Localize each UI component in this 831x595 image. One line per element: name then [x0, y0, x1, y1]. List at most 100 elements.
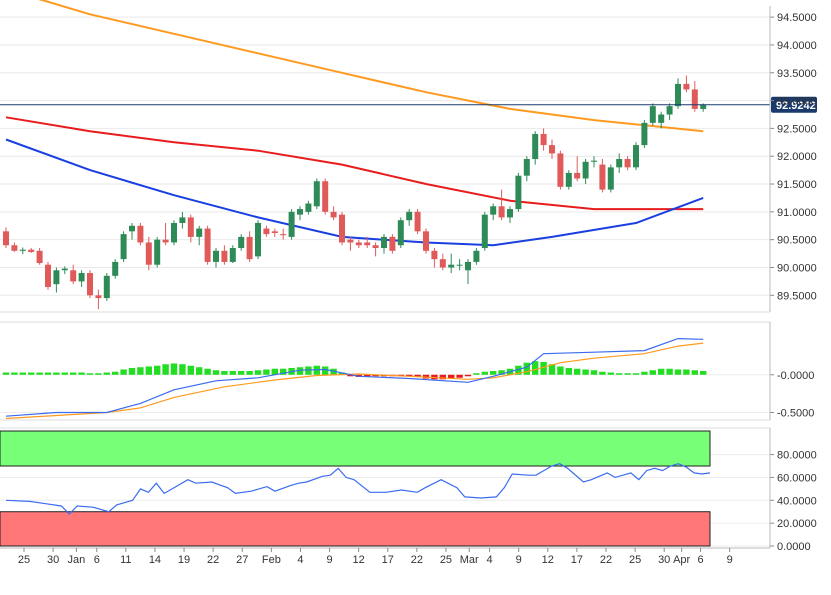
macd-histogram-bar — [557, 366, 564, 375]
candle-body — [347, 239, 354, 243]
rsi-panel: 80.0000 60.0000 40.0000 20.0000 0.0000 — [0, 427, 817, 553]
candle — [481, 211, 488, 251]
macd-main-line — [5, 337, 704, 417]
candle — [246, 231, 253, 262]
candle-body — [45, 264, 51, 287]
candle — [11, 242, 18, 252]
macd-histogram-bar — [187, 365, 194, 375]
candle — [549, 139, 555, 159]
candle — [255, 220, 261, 260]
price-candles — [3, 75, 707, 310]
price-moving-averages — [5, 0, 704, 247]
macd-histogram-bar — [364, 374, 371, 378]
candle — [649, 103, 656, 126]
candle-body — [448, 264, 455, 268]
candle — [624, 156, 631, 171]
candle-body — [255, 222, 261, 257]
candle-body — [658, 114, 665, 123]
candle — [414, 209, 421, 235]
candle — [397, 217, 404, 249]
candle-body — [171, 222, 177, 243]
macd-histogram-bar — [674, 369, 682, 375]
candle — [322, 178, 329, 215]
candle-body — [624, 159, 631, 168]
candle-body — [28, 249, 35, 252]
candle-body — [120, 234, 127, 260]
candle-body — [145, 242, 152, 265]
candle-body — [187, 217, 194, 237]
candle — [439, 253, 446, 271]
candle-body — [582, 161, 589, 179]
macd-histogram-bar — [548, 364, 556, 375]
x-tick-label: 9 — [516, 554, 522, 566]
macd-histogram-bar — [196, 367, 203, 375]
candle-body — [498, 206, 505, 218]
candle — [229, 245, 236, 264]
candle-body — [305, 203, 312, 212]
candle — [179, 211, 186, 229]
candle-body — [565, 172, 572, 187]
candle-body — [221, 250, 228, 262]
candle — [565, 170, 572, 190]
price-tick-label: 92.5000 — [777, 123, 817, 135]
candle-body — [423, 231, 429, 251]
ema-mid-line — [5, 116, 704, 211]
macd-histogram — [2, 361, 707, 380]
macd-histogram-bar — [338, 372, 346, 375]
candle-body — [313, 181, 320, 207]
macd-histogram-bar — [246, 371, 253, 375]
candle — [280, 228, 287, 240]
candle-body — [599, 164, 606, 190]
price-y-axis: 94.5000 94.0000 93.5000 93.0000 92.5000 92.00… — [0, 6, 817, 313]
candle-body — [515, 175, 522, 210]
rsi-tick-label: 0.0000 — [777, 541, 811, 553]
candle-body — [574, 172, 581, 179]
candle — [78, 270, 85, 287]
candle — [666, 103, 673, 121]
macd-histogram-bar — [212, 370, 220, 375]
macd-histogram-bar — [271, 368, 278, 375]
candle — [187, 214, 194, 243]
macd-histogram-bar — [456, 374, 463, 378]
candle — [3, 227, 9, 249]
candle-body — [339, 214, 345, 243]
macd-histogram-bar — [11, 372, 18, 375]
candle-body — [439, 259, 446, 268]
macd-histogram-bar — [616, 373, 623, 375]
candle-body — [263, 228, 270, 235]
macd-histogram-bar — [280, 368, 287, 375]
macd-histogram-bar — [296, 367, 304, 375]
x-tick-label: Feb — [262, 554, 281, 566]
macd-histogram-bar — [347, 374, 354, 377]
macd-histogram-bar — [464, 374, 472, 377]
candle — [540, 128, 547, 151]
macd-histogram-bar — [481, 371, 488, 375]
candle-body — [616, 159, 623, 168]
candle — [339, 211, 345, 246]
macd-histogram-bar — [490, 371, 497, 375]
x-tick-label: Apr — [673, 554, 690, 566]
macd-histogram-bar — [532, 361, 539, 375]
candle-body — [95, 295, 102, 299]
candle-body — [213, 250, 219, 262]
candle-body — [53, 270, 60, 285]
x-tick-label: Mar — [460, 554, 479, 566]
candle — [355, 239, 362, 249]
candle-body — [322, 181, 329, 212]
candle — [313, 178, 320, 210]
rsi-tick-label: 80.0000 — [777, 450, 817, 462]
candle-body — [481, 214, 488, 249]
rsi-tick-label: 40.0000 — [777, 495, 817, 507]
candle-body — [162, 239, 169, 243]
macd-tick-label: -0.0000 — [777, 370, 814, 382]
macd-histogram-bar — [86, 373, 94, 375]
macd-histogram-bar — [649, 370, 656, 375]
macd-histogram-bar — [2, 372, 10, 375]
macd-histogram-bar — [254, 370, 262, 375]
x-tick-label: 17 — [571, 554, 583, 566]
candle — [607, 164, 614, 193]
candle — [204, 225, 211, 265]
candle-body — [397, 220, 404, 246]
macd-histogram-bar — [112, 371, 119, 375]
